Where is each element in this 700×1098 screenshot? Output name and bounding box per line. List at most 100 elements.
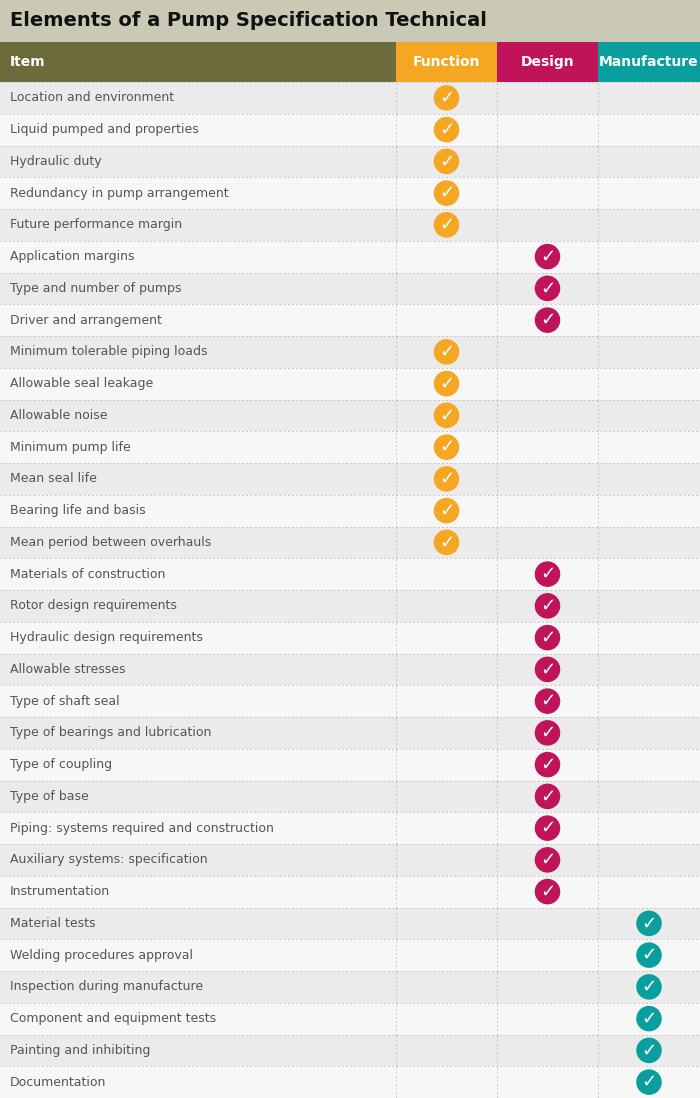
Circle shape [536,720,559,744]
Circle shape [637,1039,661,1063]
Text: ✓: ✓ [540,248,555,266]
Text: Instrumentation: Instrumentation [10,885,110,898]
Circle shape [637,1007,661,1031]
Bar [0,240,700,272]
Bar [0,844,700,876]
Bar [0,400,700,432]
Text: ✓: ✓ [439,406,454,424]
Text: Hydraulic design requirements: Hydraulic design requirements [10,631,203,645]
Text: ✓: ✓ [641,946,657,964]
Bar [0,336,700,368]
Bar [0,781,700,813]
Text: ✓: ✓ [540,565,555,583]
Text: Allowable stresses: Allowable stresses [10,663,125,676]
Text: Item: Item [10,55,46,69]
Bar [396,42,497,82]
Text: Piping: systems required and construction: Piping: systems required and constructio… [10,821,274,834]
Text: ✓: ✓ [439,89,454,107]
Bar [0,939,700,971]
Text: Auxiliary systems: specification: Auxiliary systems: specification [10,853,208,866]
Bar [0,908,700,939]
Text: Minimum tolerable piping loads: Minimum tolerable piping loads [10,346,207,358]
Circle shape [536,309,559,333]
Circle shape [536,245,559,269]
Text: ✓: ✓ [540,755,555,774]
Text: ✓: ✓ [540,883,555,900]
Text: Future performance margin: Future performance margin [10,219,182,232]
Text: Materials of construction: Materials of construction [10,568,165,581]
Circle shape [536,277,559,301]
Bar [0,813,700,844]
Text: ✓: ✓ [540,311,555,329]
Text: Documentation: Documentation [10,1076,106,1088]
Bar [0,82,700,114]
Bar [0,717,700,749]
Bar [0,1002,700,1034]
Bar [0,527,700,558]
Text: Function: Function [413,55,480,69]
Bar [497,42,598,82]
Text: ✓: ✓ [439,438,454,456]
Bar [0,1066,700,1098]
Bar [0,463,700,495]
Text: ✓: ✓ [540,660,555,679]
Text: Inspection during manufacture: Inspection during manufacture [10,981,203,994]
Bar [0,42,396,82]
Circle shape [435,181,458,205]
Circle shape [435,339,458,363]
Text: ✓: ✓ [540,787,555,805]
Text: Driver and arrangement: Driver and arrangement [10,314,162,326]
Text: ✓: ✓ [540,851,555,869]
Text: Type of bearings and lubrication: Type of bearings and lubrication [10,727,211,739]
Bar [0,653,700,685]
Circle shape [435,467,458,491]
Circle shape [435,149,458,173]
Text: ✓: ✓ [641,1041,657,1060]
Bar [0,304,700,336]
Text: Type of base: Type of base [10,789,89,803]
Circle shape [536,816,559,840]
Text: ✓: ✓ [641,978,657,996]
Bar [0,685,700,717]
Bar [0,495,700,527]
Circle shape [435,117,458,142]
Text: ✓: ✓ [439,216,454,234]
Text: Mean period between overhauls: Mean period between overhauls [10,536,211,549]
Circle shape [435,86,458,110]
Circle shape [536,562,559,586]
Bar [0,146,700,177]
Text: ✓: ✓ [540,279,555,298]
Bar [0,621,700,653]
Bar [0,590,700,621]
Text: ✓: ✓ [439,470,454,488]
Text: Material tests: Material tests [10,917,95,930]
Text: Redundancy in pump arrangement: Redundancy in pump arrangement [10,187,229,200]
Text: Allowable seal leakage: Allowable seal leakage [10,377,153,390]
Bar [0,558,700,590]
Bar [0,749,700,781]
Circle shape [536,879,559,904]
Bar [0,177,700,209]
Circle shape [637,943,661,967]
Text: Minimum pump life: Minimum pump life [10,440,131,453]
Circle shape [536,784,559,808]
Text: Allowable noise: Allowable noise [10,408,108,422]
Circle shape [536,594,559,618]
Text: Design: Design [521,55,574,69]
Text: Liquid pumped and properties: Liquid pumped and properties [10,123,199,136]
Text: ✓: ✓ [439,502,454,519]
Text: Elements of a Pump Specification Technical: Elements of a Pump Specification Technic… [10,11,487,31]
Circle shape [435,435,458,459]
Text: Location and environment: Location and environment [10,91,174,104]
Circle shape [435,371,458,395]
Text: ✓: ✓ [439,343,454,361]
Text: ✓: ✓ [439,374,454,393]
Circle shape [435,403,458,427]
Text: ✓: ✓ [540,597,555,615]
Text: Hydraulic duty: Hydraulic duty [10,155,101,168]
Bar [0,272,700,304]
Text: ✓: ✓ [540,819,555,837]
Circle shape [435,530,458,554]
Text: Component and equipment tests: Component and equipment tests [10,1012,216,1026]
Circle shape [536,658,559,682]
